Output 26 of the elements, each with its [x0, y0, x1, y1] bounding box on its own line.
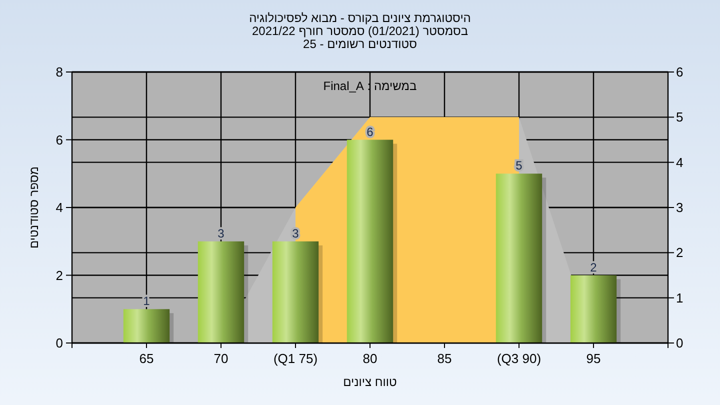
chart-title: היסטוגרמת ציונים בקורס - מבוא לפסיכולוגיה בסמסטר (01/2021) סמסטר חורף 2021/22 סטודנטים רשומים - 25 — [249, 11, 471, 51]
y2-tick-label: 6 — [676, 64, 684, 80]
y2-tick-label: 3 — [676, 200, 684, 215]
annotation: במשימה : Final_A — [323, 79, 417, 93]
x-axis-title: טווח ציונים — [343, 375, 398, 389]
x-tick-label: 95 — [586, 351, 601, 366]
y-tick-label: 4 — [56, 200, 63, 215]
y2-tick-label: 2 — [676, 245, 684, 260]
data-label: 5 — [516, 158, 523, 173]
y-tick-label: 8 — [56, 64, 63, 80]
x-tick-label: 70 — [214, 351, 228, 366]
data-label: 6 — [366, 124, 374, 139]
y2-tick-label: 4 — [676, 154, 684, 170]
x-tick-label: 85 — [437, 351, 452, 366]
data-label: 3 — [292, 226, 300, 240]
y2-tick-label: 5 — [676, 110, 684, 125]
y-axis-title: מספר סטודנטים — [27, 166, 41, 249]
y-tick-label: 2 — [56, 268, 63, 283]
x-tick-label: (Q3 90) — [496, 351, 542, 366]
x-tick-label: 65 — [139, 351, 154, 366]
y2-tick-label: 1 — [676, 290, 684, 306]
y-tick-label: 0 — [56, 336, 63, 350]
x-tick-label: (Q1 75) — [273, 351, 318, 366]
x-tick-label: 80 — [362, 351, 378, 366]
y-tick-label: 6 — [56, 132, 63, 148]
y2-tick-label: 0 — [676, 336, 684, 350]
